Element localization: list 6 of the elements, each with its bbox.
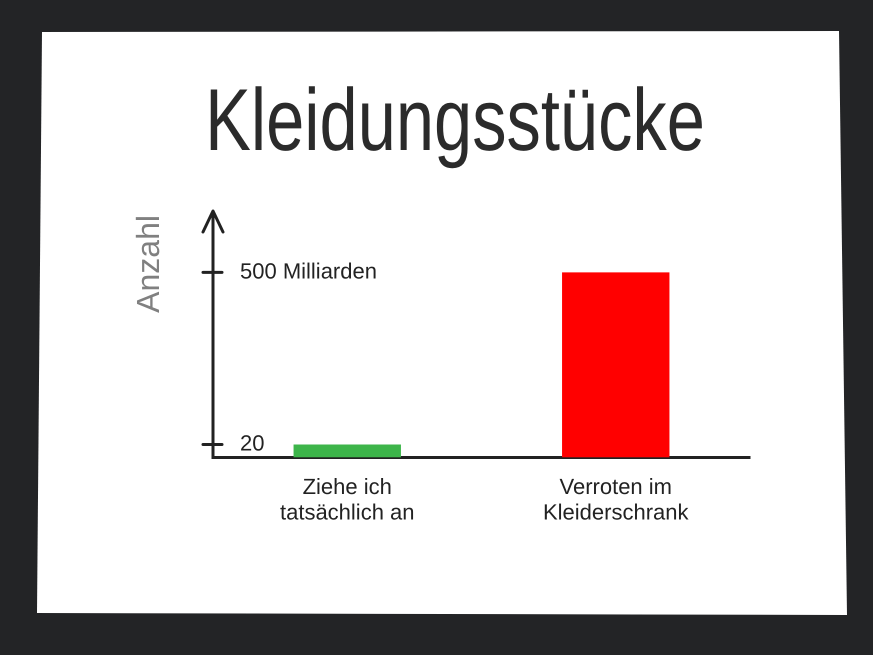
annotation: 20 [240, 430, 264, 456]
annotation: 500 Milliarden [240, 258, 377, 284]
chart-title: Kleidungsstücke [205, 70, 705, 169]
x-tick-label: Ziehe ich tatsächlich an [280, 474, 415, 524]
y-axis-title: Anzahl [130, 215, 166, 313]
x-tick-label: Verroten im Kleiderschrank [542, 474, 690, 524]
